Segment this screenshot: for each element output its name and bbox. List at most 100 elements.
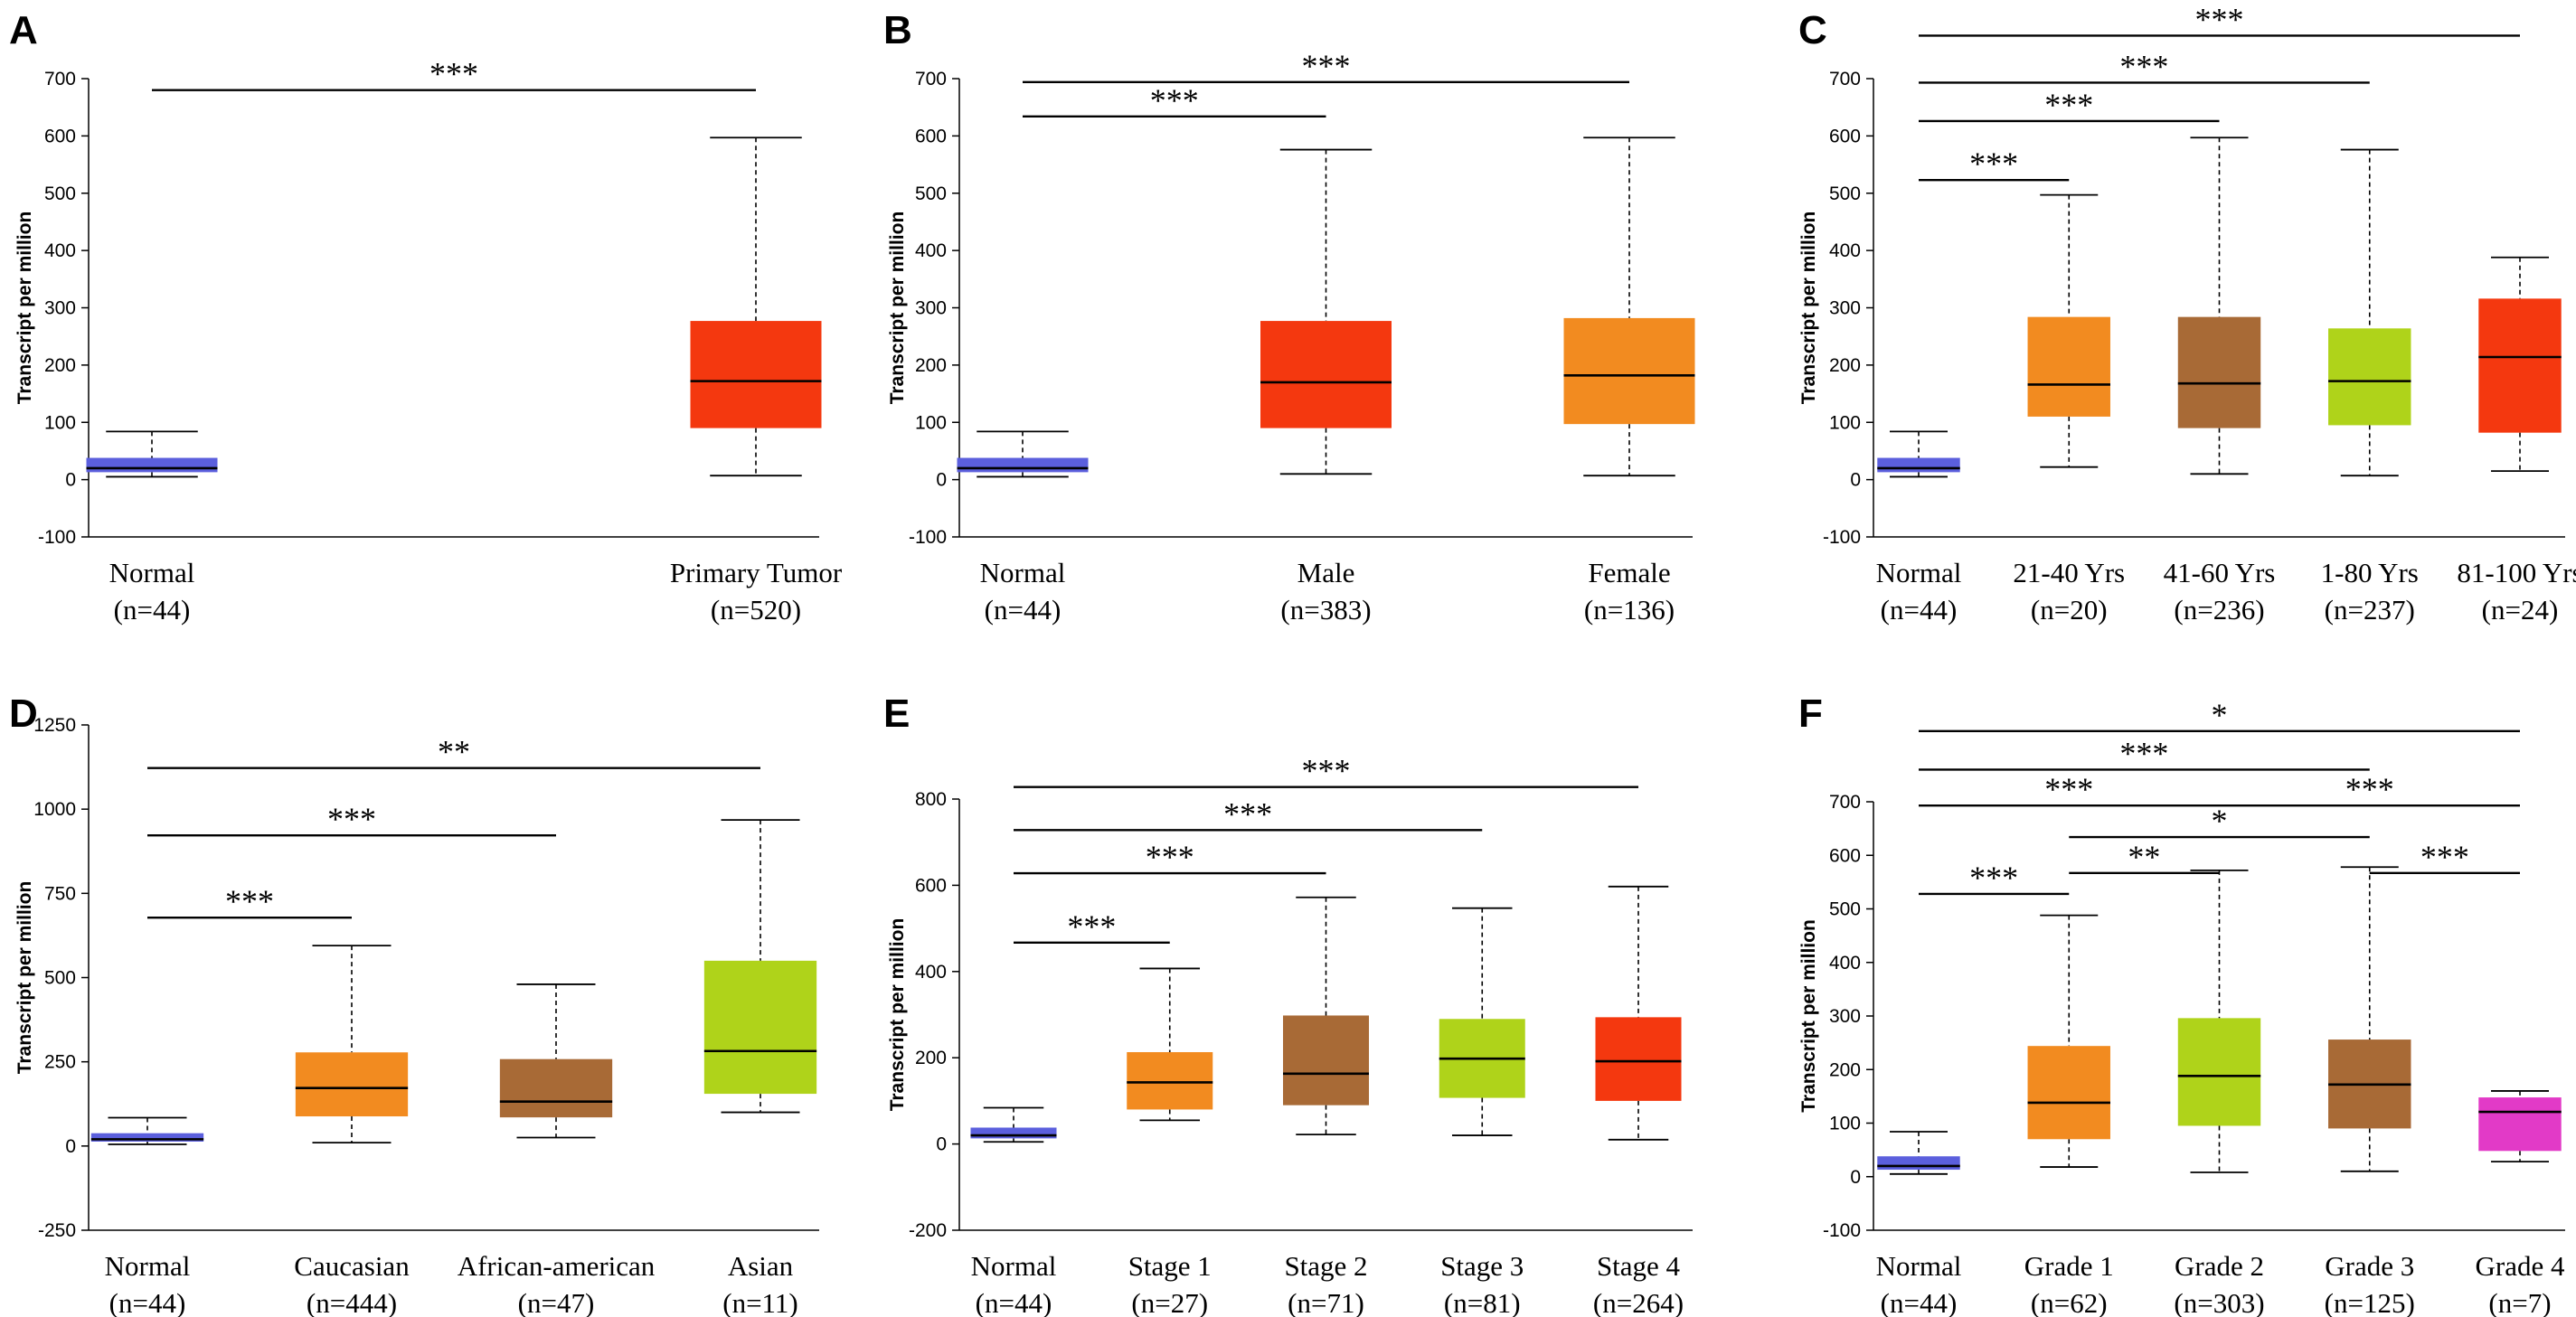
- x-category-label: Normal: [109, 557, 195, 588]
- y-tick-label: 400: [915, 962, 947, 983]
- box-body: [703, 960, 817, 1095]
- y-tick-label: 750: [44, 883, 76, 904]
- panel-letter-d: D: [9, 691, 38, 736]
- x-category-label: Primary Tumor: [670, 557, 843, 588]
- significance-label: ***: [2044, 87, 2093, 123]
- y-tick-label: 700: [1829, 69, 1861, 89]
- y-tick-label: 400: [1829, 240, 1861, 261]
- box-normal: [86, 430, 218, 478]
- x-category-label: Grade 3: [2325, 1250, 2414, 1282]
- y-tick-label: 500: [915, 183, 947, 204]
- x-category-label: Normal: [980, 557, 1066, 588]
- x-category-label: 21-40 Yrs: [2013, 557, 2125, 588]
- box-body: [1282, 1015, 1370, 1105]
- box-male: [1260, 148, 1392, 475]
- significance-label: ***: [1223, 795, 1272, 832]
- x-count-label: (n=44): [1881, 594, 1958, 626]
- x-count-label: (n=24): [2482, 594, 2559, 626]
- box-stage-3: [1439, 907, 1525, 1136]
- box-grade-3: [2328, 866, 2411, 1172]
- x-count-label: (n=44): [985, 594, 1062, 626]
- box-stage-2: [1282, 896, 1370, 1136]
- x-count-label: (n=27): [1131, 1287, 1208, 1317]
- x-category-label: Asian: [728, 1250, 794, 1282]
- y-tick-label: 500: [1829, 899, 1861, 920]
- panel-letter-e: E: [883, 691, 910, 736]
- panel-letter-a: A: [9, 8, 38, 52]
- x-count-label: (n=125): [2325, 1287, 2415, 1317]
- y-tick-label: 200: [915, 1048, 947, 1068]
- x-category-label: Grade 1: [2024, 1250, 2114, 1282]
- y-tick-label: 0: [936, 1134, 947, 1155]
- y-tick-label: 700: [44, 69, 76, 89]
- box-body: [1877, 457, 1960, 473]
- x-count-label: (n=81): [1444, 1287, 1521, 1317]
- x-count-label: (n=47): [518, 1287, 595, 1317]
- box-body: [1260, 321, 1392, 428]
- box-1-80-yrs: [2328, 148, 2411, 477]
- panel-letter-c: C: [1798, 8, 1827, 52]
- x-category-label: Normal: [1876, 557, 1962, 588]
- y-tick-label: 600: [1829, 845, 1861, 866]
- significance-label: ***: [2044, 771, 2093, 807]
- box-41-60-yrs: [2177, 136, 2261, 475]
- x-count-label: (n=44): [114, 594, 191, 626]
- significance-label: ***: [1969, 146, 2018, 182]
- box-stage-1: [1127, 967, 1213, 1122]
- x-category-label: 81-100 Yrs: [2457, 557, 2576, 588]
- x-category-label: Stage 1: [1128, 1250, 1212, 1282]
- box-stage-4: [1595, 885, 1682, 1141]
- box-body: [690, 321, 822, 428]
- x-category-label: Stage 4: [1597, 1250, 1681, 1282]
- box-body: [2177, 1018, 2261, 1126]
- significance-label: ***: [2119, 48, 2168, 84]
- x-count-label: (n=444): [307, 1287, 397, 1317]
- box-female: [1563, 136, 1695, 477]
- x-count-label: (n=44): [1881, 1287, 1958, 1317]
- y-tick-label: -250: [38, 1220, 76, 1241]
- box-body: [957, 457, 1089, 473]
- x-count-label: (n=303): [2174, 1287, 2264, 1317]
- box-81-100-yrs: [2478, 256, 2562, 473]
- y-tick-label: 700: [1829, 792, 1861, 813]
- box-body: [970, 1127, 1057, 1139]
- box-body: [295, 1052, 409, 1117]
- significance-label: *: [2212, 803, 2228, 839]
- box-body: [1595, 1017, 1682, 1101]
- panel-d: D Transcript per million -250 0 250 500 750 100…: [9, 691, 819, 1317]
- significance-label: ***: [225, 883, 274, 919]
- x-category-label: Female: [1588, 557, 1670, 588]
- significance-label: ***: [2345, 771, 2394, 807]
- box-21-40-yrs: [2027, 193, 2110, 468]
- x-category-label: 1-80 Yrs: [2321, 557, 2419, 588]
- y-tick-label: 400: [44, 240, 76, 261]
- x-category-label: African-american: [458, 1250, 656, 1282]
- box-normal: [970, 1106, 1057, 1143]
- y-tick-label: -200: [909, 1220, 947, 1241]
- y-tick-label: 200: [44, 355, 76, 376]
- y-tick-label: 500: [44, 183, 76, 204]
- y-tick-label: -100: [1823, 1220, 1861, 1241]
- significance-label: ***: [1067, 908, 1116, 945]
- box-body: [1877, 1156, 1960, 1171]
- y-tick-label: 100: [1829, 1114, 1861, 1134]
- y-tick-label: 500: [44, 968, 76, 989]
- box-grade-4: [2478, 1090, 2562, 1163]
- box-body: [499, 1058, 613, 1118]
- y-axis-label: Transcript per million: [887, 212, 908, 405]
- y-tick-label: 100: [915, 412, 947, 433]
- box-body: [90, 1133, 204, 1142]
- box-normal: [1877, 1131, 1960, 1175]
- box-grade-1: [2027, 914, 2110, 1168]
- box-body: [2027, 316, 2110, 417]
- x-category-label: Grade 2: [2175, 1250, 2264, 1282]
- significance-label: ***: [1969, 860, 2018, 896]
- y-tick-label: 300: [1829, 1006, 1861, 1027]
- box-body: [86, 457, 218, 473]
- y-tick-label: 1000: [33, 799, 76, 820]
- box-african-american: [499, 983, 613, 1139]
- x-count-label: (n=62): [2031, 1287, 2108, 1317]
- y-tick-label: 0: [1850, 1167, 1861, 1188]
- x-category-label: Stage 3: [1440, 1250, 1524, 1282]
- x-category-label: Normal: [1876, 1250, 1962, 1282]
